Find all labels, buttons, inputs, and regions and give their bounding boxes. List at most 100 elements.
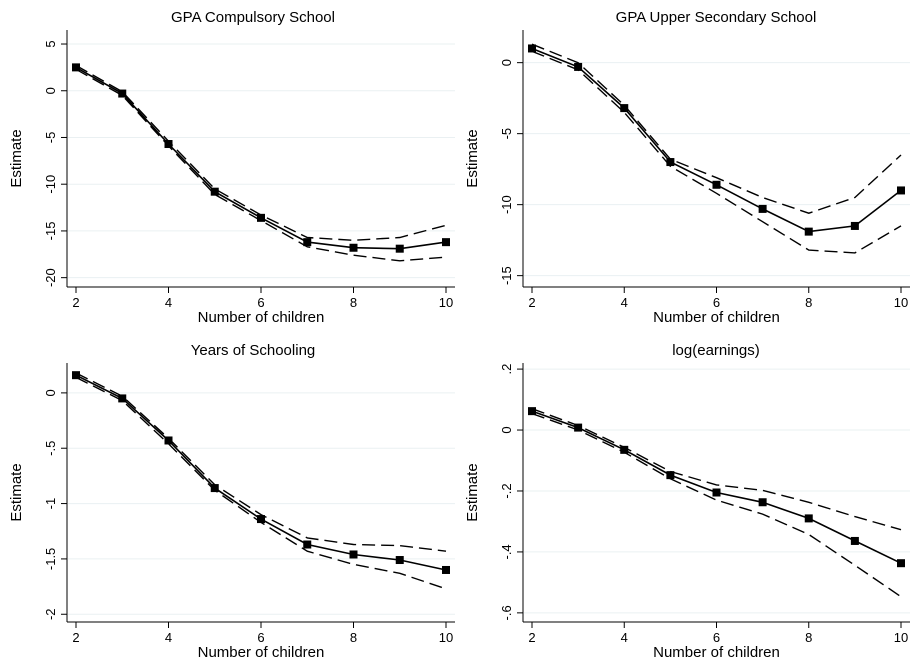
y-tick-label: -20 [43,268,58,287]
x-tick-label: 10 [894,295,908,310]
x-axis-label: Number of children [198,309,325,326]
x-tick-label: 6 [257,295,264,310]
y-axis-label: Estimate [464,129,481,187]
ci-lower-line [531,50,902,254]
x-tick-label: 2 [528,295,535,310]
ci-lower-line [531,412,902,598]
y-tick-label: -5 [499,128,514,140]
estimate-point [850,536,859,545]
estimate-point [257,213,265,222]
estimate-point [349,550,358,559]
y-tick-label: -.2 [499,483,514,498]
x-tick-label: 4 [165,630,172,645]
x-tick-label: 2 [72,295,79,310]
estimate-point [72,371,80,380]
estimate-point [712,180,721,189]
estimate-point [210,484,219,493]
chart-title: log(earnings) [672,342,760,359]
y-tick-label: 0 [499,59,514,66]
estimate-point [442,565,450,574]
chart-title: Years of Schooling [191,342,316,359]
y-tick-label: -15 [499,266,514,285]
estimate-point [897,186,905,195]
ci-upper-line [531,43,902,214]
y-axis-label: Estimate [8,129,25,187]
x-tick-label: 8 [350,295,357,310]
estimate-point [442,238,450,247]
x-tick-label: 10 [439,295,453,310]
estimate-line [531,47,902,233]
estimate-point [712,488,721,497]
y-tick-label: 0 [43,389,58,396]
estimate-point [574,423,583,432]
estimate-point [620,445,629,454]
x-tick-label: 8 [350,630,357,645]
ci-lower-line [75,376,447,590]
estimate-point [574,62,583,71]
x-tick-label: 8 [805,295,812,310]
panel-gpa-upper-secondary: GPA Upper Secondary School 0 -5 -10 -15 2 4 6 8… [464,9,910,326]
y-tick-label: -.4 [499,544,514,559]
chart-title: GPA Upper Secondary School [616,9,817,26]
estimate-point [303,238,312,247]
y-tick-label: -10 [499,195,514,214]
x-tick-label: 6 [713,630,720,645]
estimate-point [395,556,404,565]
x-tick-label: 6 [257,630,264,645]
estimate-point [804,227,813,236]
y-axis-label: Estimate [8,463,25,521]
estimate-point [303,540,312,549]
estimate-point [758,498,767,507]
chart-title: GPA Compulsory School [171,9,335,26]
estimate-point [897,559,905,568]
y-tick-label: 0 [43,87,58,94]
estimate-point [620,104,629,113]
y-tick-label: -.6 [499,605,514,620]
x-axis-label: Number of children [653,309,780,326]
panel-gpa-compulsory: GPA Compulsory School 5 0 -5 -10 -15 -20 2 4 6 8 1… [8,9,455,326]
y-tick-label: 0 [499,426,514,433]
ci-lower-line [75,68,447,262]
estimate-point [164,436,173,445]
x-tick-label: 2 [528,630,535,645]
x-tick-label: 2 [72,630,79,645]
y-tick-label: -.5 [43,441,58,456]
y-tick-label: -2 [43,608,58,620]
y-tick-label: -10 [43,175,58,194]
estimate-point [666,158,675,167]
y-tick-label: -15 [43,222,58,241]
x-tick-label: 4 [621,295,628,310]
y-tick-label: .2 [499,364,514,375]
x-tick-label: 4 [165,295,172,310]
y-tick-label: 5 [43,40,58,47]
y-tick-label: -5 [43,132,58,144]
x-tick-label: 10 [894,630,908,645]
x-tick-label: 6 [713,295,720,310]
ci-upper-line [531,408,902,531]
estimate-point [528,407,536,416]
ci-upper-line [75,372,447,552]
panel-log-earnings: log(earnings) .2 0 -.2 -.4 -.6 2 4 6 8 10 Number o… [464,342,910,661]
estimate-point [210,187,219,196]
estimate-point [164,140,173,149]
estimate-point [804,514,813,523]
x-axis-label: Number of children [198,644,325,661]
x-tick-label: 10 [439,630,453,645]
x-tick-label: 8 [805,630,812,645]
estimate-point [118,394,127,403]
estimate-point [349,243,358,252]
estimate-point [72,63,80,72]
panel-years-of-schooling: Years of Schooling 0 -.5 -1 -1.5 -2 2 4 6 8 10 Num… [8,342,455,661]
estimate-point [528,44,536,53]
estimate-point [118,89,127,98]
y-tick-label: -1 [43,498,58,510]
y-axis-label: Estimate [464,463,481,521]
estimate-point [666,471,675,480]
estimate-point [257,515,265,524]
estimate-point [758,204,767,213]
y-tick-label: -1.5 [43,548,58,570]
x-tick-label: 4 [621,630,628,645]
estimate-point [395,244,404,253]
estimate-point [850,221,859,230]
